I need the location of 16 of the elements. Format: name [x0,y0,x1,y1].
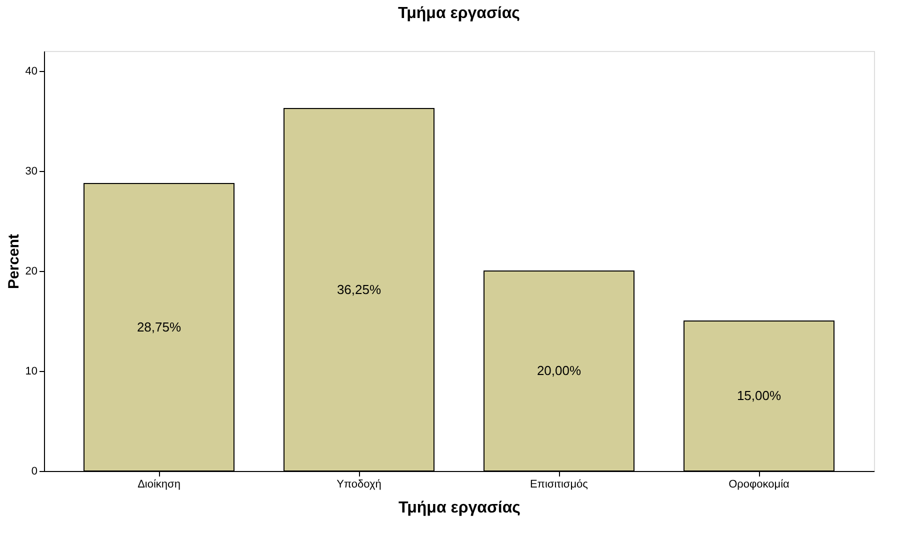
y-tick-label: 10 [25,366,38,378]
data-label: 28,75% [136,319,182,334]
chart-title: Τμήμα εργασίας [398,5,520,22]
y-axis-title: Percent [5,234,22,290]
data-label: 36,25% [336,282,382,297]
x-tick-label: Υποδοχή [336,478,382,490]
y-tick-label: 30 [25,166,38,178]
x-tick-label: Επισιτισμός [530,478,588,490]
x-tick-label: Οροφοκομία [728,478,790,490]
y-tick-label: 20 [25,266,38,278]
data-label: 20,00% [536,363,582,378]
y-tick-label: 40 [25,66,38,78]
data-label: 15,00% [736,388,782,403]
y-tick-label: 0 [31,466,38,478]
x-axis-title: Τμήμα εργασίας [398,500,520,516]
x-tick-label: Διοίκηση [138,478,180,490]
